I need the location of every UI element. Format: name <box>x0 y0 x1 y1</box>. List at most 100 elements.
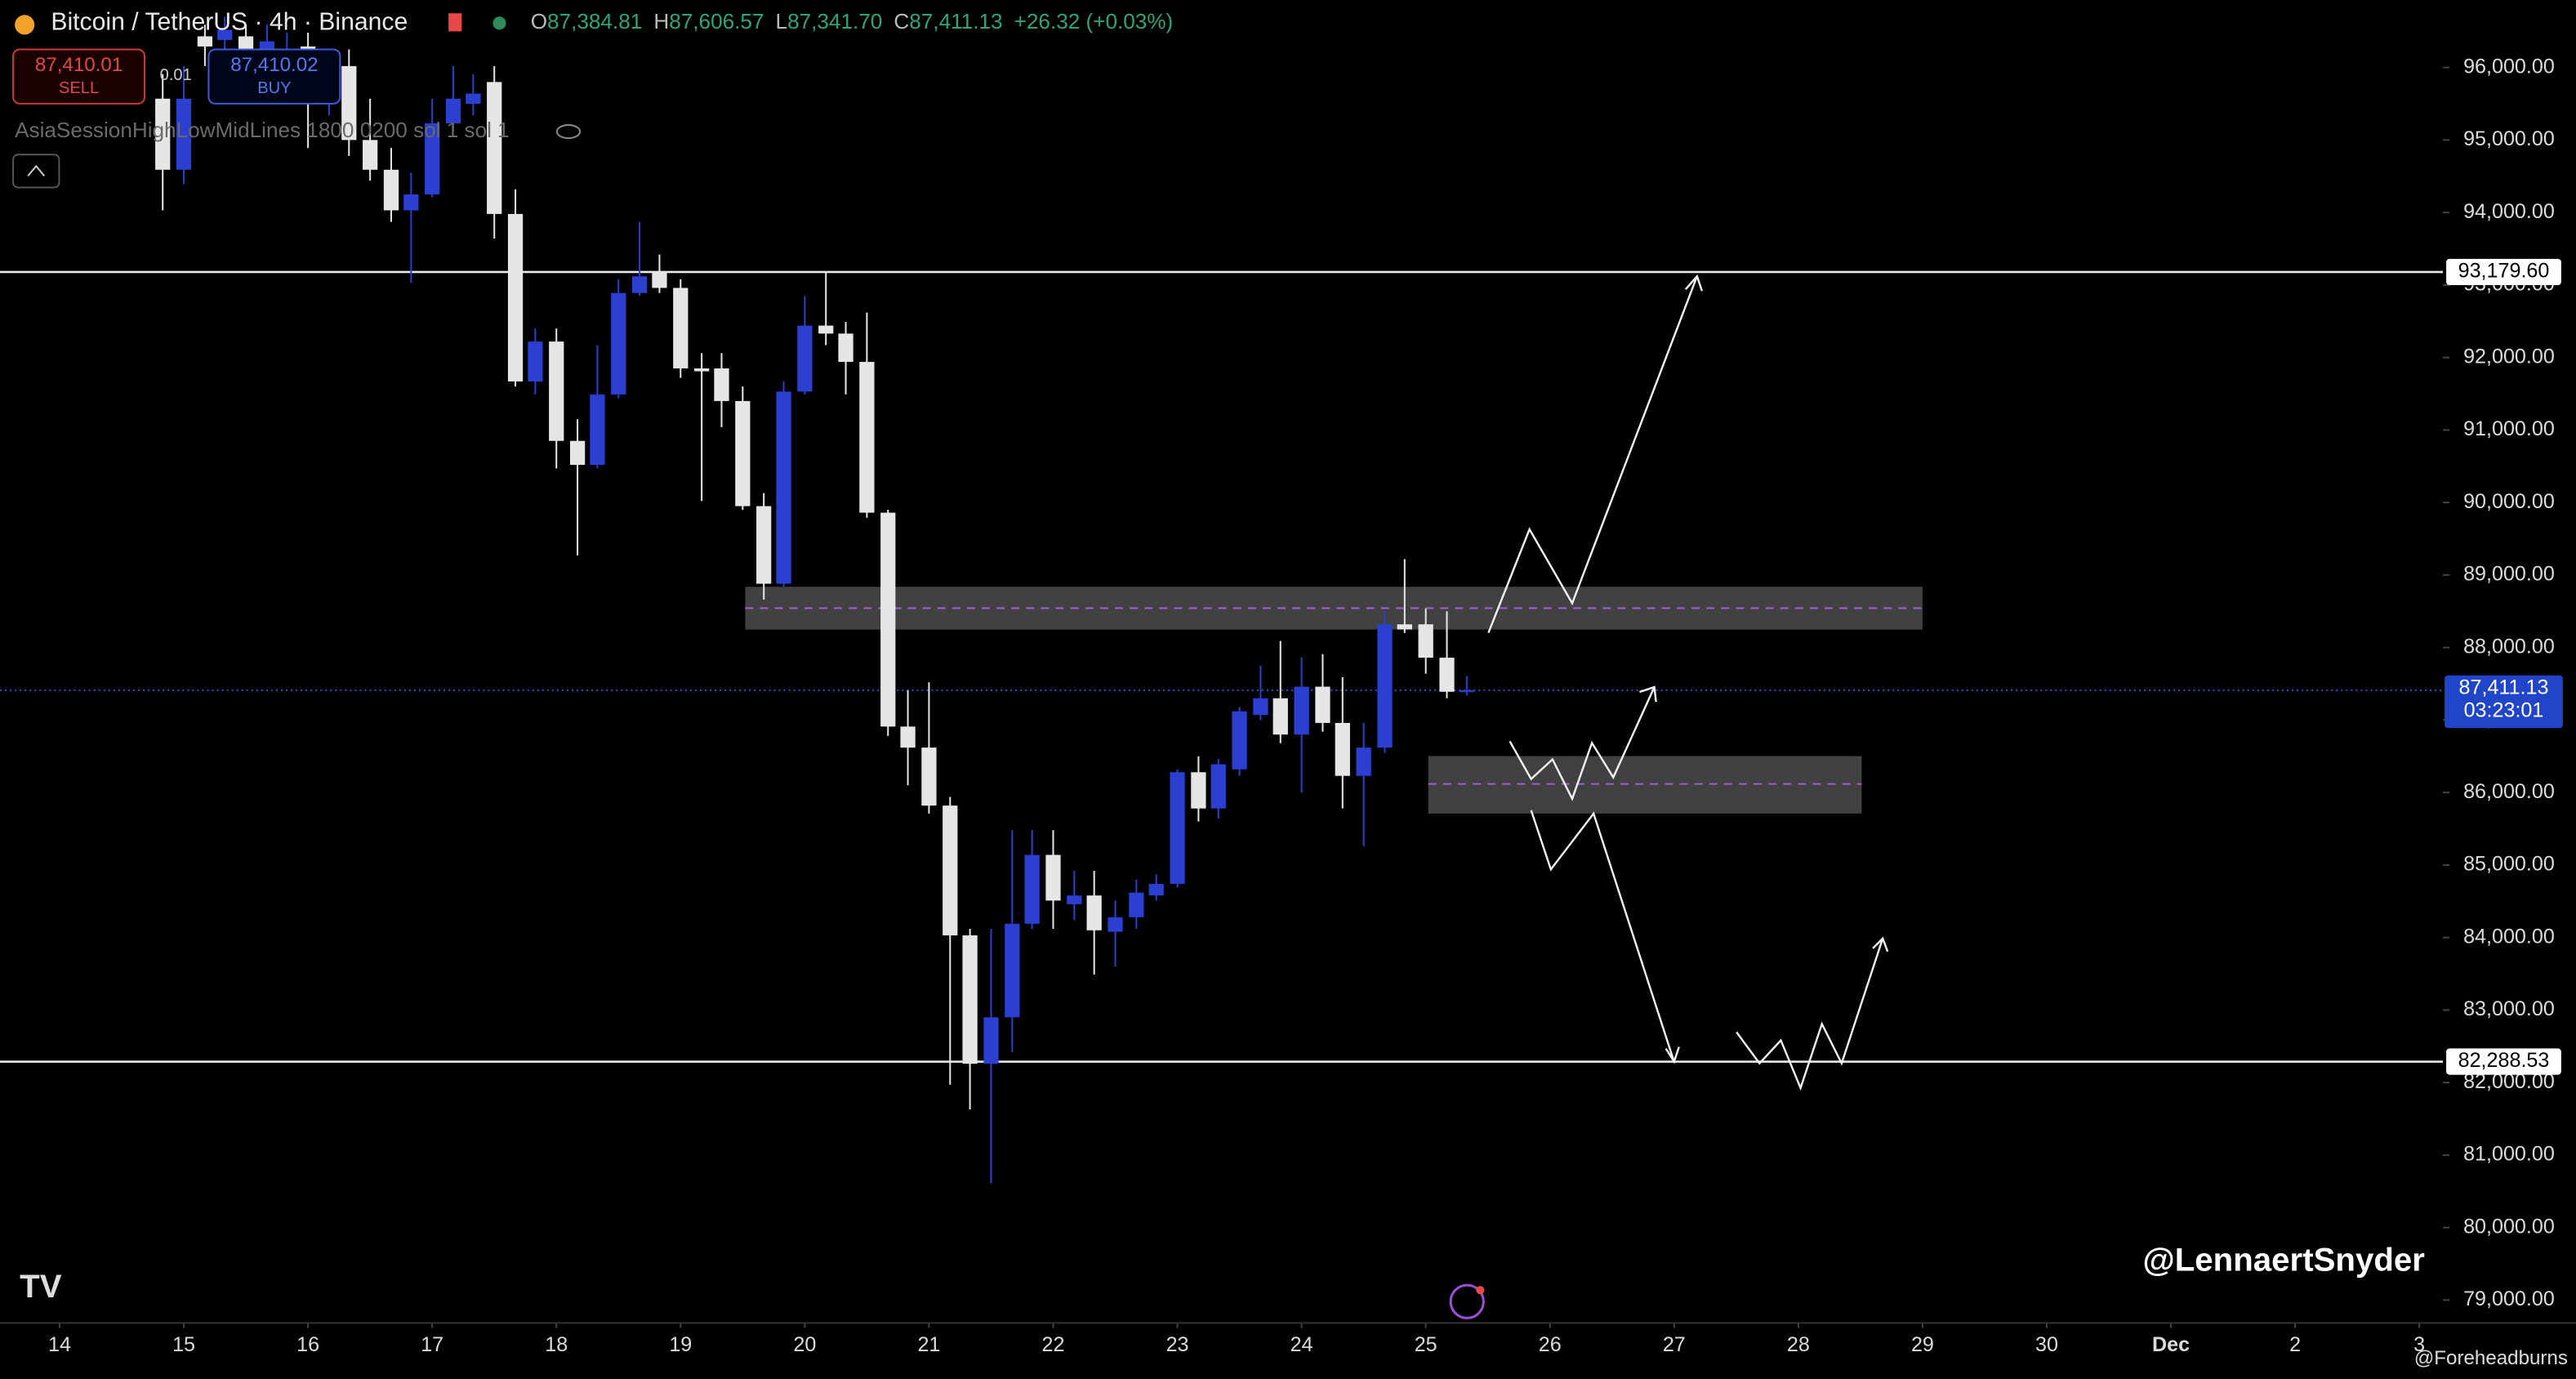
candle-body <box>735 400 751 507</box>
x-tick-label: 27 <box>1663 1333 1686 1356</box>
y-tick-label: 85,000.00 <box>2463 853 2555 876</box>
candle-body <box>1232 711 1247 770</box>
watermark: @LennaertSnyder <box>2143 1242 2426 1279</box>
x-tick-label: 20 <box>793 1333 816 1356</box>
ohlc-value: 87,341.70 <box>787 9 882 33</box>
level-label: 82,288.53 <box>2458 1049 2550 1072</box>
candle-body <box>1459 690 1474 693</box>
arrow-head <box>1665 1047 1680 1064</box>
zone <box>1428 756 1862 814</box>
x-tick-label: 24 <box>1290 1333 1313 1356</box>
y-tick-label: 88,000.00 <box>2463 635 2555 658</box>
candle-body <box>383 169 399 211</box>
tv-logo: TV <box>20 1268 62 1305</box>
candle-body <box>611 292 626 395</box>
candle-body <box>631 276 648 293</box>
candle-body <box>880 512 896 727</box>
candle-body <box>1377 624 1393 748</box>
candle-body <box>1148 883 1164 896</box>
ohlc-value: 87,411.13 <box>909 9 1002 33</box>
arrow-head <box>1639 685 1657 703</box>
candle-body <box>694 368 710 372</box>
sell-price: 87,410.01 <box>35 54 123 76</box>
candle-body <box>1253 698 1268 716</box>
candle-body <box>673 288 689 368</box>
y-tick-label: 90,000.00 <box>2463 490 2555 513</box>
x-tick-label: 29 <box>1911 1333 1934 1356</box>
flag-icon <box>448 13 462 32</box>
candle-body <box>466 93 481 105</box>
plot-area: 79,000.0080,000.0081,000.0082,000.0083,0… <box>0 16 2563 1356</box>
y-tick-label: 94,000.00 <box>2463 200 2555 223</box>
ohlc-value: 87,606.57 <box>669 9 764 33</box>
candle-body <box>983 1017 999 1064</box>
candle-body <box>425 123 440 194</box>
level-label: 93,179.60 <box>2458 260 2550 283</box>
candle-body <box>1067 895 1082 904</box>
x-tick-label: 30 <box>2035 1333 2058 1356</box>
candle-body <box>363 140 378 170</box>
arrow-head <box>1872 936 1889 953</box>
alert-dot <box>1476 1286 1485 1295</box>
candle-body <box>197 36 213 47</box>
candle-body <box>818 325 834 334</box>
sell-button[interactable] <box>12 48 146 105</box>
x-tick-label: 2 <box>2289 1333 2301 1356</box>
y-tick-label: 83,000.00 <box>2463 997 2555 1020</box>
candle-body <box>900 726 916 748</box>
candle-body <box>776 391 791 584</box>
x-tick-label: 22 <box>1042 1333 1065 1356</box>
current-price-tag <box>2445 675 2563 729</box>
hide-icon[interactable] <box>555 124 582 140</box>
projection-paths <box>1487 274 1889 1091</box>
candle-body <box>1418 624 1433 658</box>
countdown: 03:23:01 <box>2464 699 2544 722</box>
candle-body <box>217 29 233 40</box>
candle-body <box>1439 658 1455 692</box>
x-tick-label: 14 <box>48 1333 71 1356</box>
x-tick-label: 18 <box>545 1333 568 1356</box>
ohlc-readout: O 87,384.81 H 87,606.57 L 87,341.70 C 87,411.13… <box>531 9 1174 33</box>
y-tick-label: 80,000.00 <box>2463 1215 2555 1238</box>
candle-body <box>528 341 543 382</box>
candle-body <box>1129 892 1144 917</box>
y-tick-label: 86,000.00 <box>2463 780 2555 803</box>
ohlc-key: C <box>894 9 909 33</box>
x-tick-label: Dec <box>2152 1333 2190 1356</box>
y-tick-label: 81,000.00 <box>2463 1143 2555 1166</box>
buy-price: 87,410.02 <box>230 54 318 76</box>
y-tick-label: 96,000.00 <box>2463 55 2555 78</box>
x-tick-label: 16 <box>296 1333 319 1356</box>
candle-body <box>403 194 419 211</box>
candle-body <box>756 506 772 584</box>
candle-body <box>1294 686 1309 735</box>
y-tick-label: 84,000.00 <box>2463 925 2555 948</box>
alert-icon[interactable] <box>1449 1283 1485 1319</box>
candle-body <box>943 806 958 935</box>
candle-body <box>1272 698 1288 735</box>
x-tick-label: 19 <box>669 1333 692 1356</box>
collapse-button[interactable] <box>12 154 60 189</box>
ohlc-key: O <box>531 9 547 33</box>
candle-body <box>962 935 978 1064</box>
indicator-label: AsiaSessionHighLowMidLines 1800 0200 sol… <box>15 118 510 142</box>
buy-button[interactable] <box>207 48 341 105</box>
x-tick-label: 25 <box>1415 1333 1437 1356</box>
candle-body <box>1170 772 1185 884</box>
projection-low <box>1736 938 1884 1091</box>
candle-body <box>341 65 357 141</box>
y-tick-label: 89,000.00 <box>2463 563 2555 586</box>
candle-body <box>1335 722 1350 776</box>
candle-body <box>1045 855 1061 901</box>
x-tick-label: 26 <box>1539 1333 1562 1356</box>
status-dot <box>492 16 506 30</box>
candle-body <box>1210 764 1226 809</box>
x-tick-label: 28 <box>1787 1333 1810 1356</box>
candle-body <box>569 440 586 465</box>
x-tick-label: 3 <box>2413 1333 2425 1356</box>
y-tick-label: 79,000.00 <box>2463 1288 2555 1310</box>
candle-body <box>176 98 192 170</box>
candle-body <box>590 394 605 465</box>
